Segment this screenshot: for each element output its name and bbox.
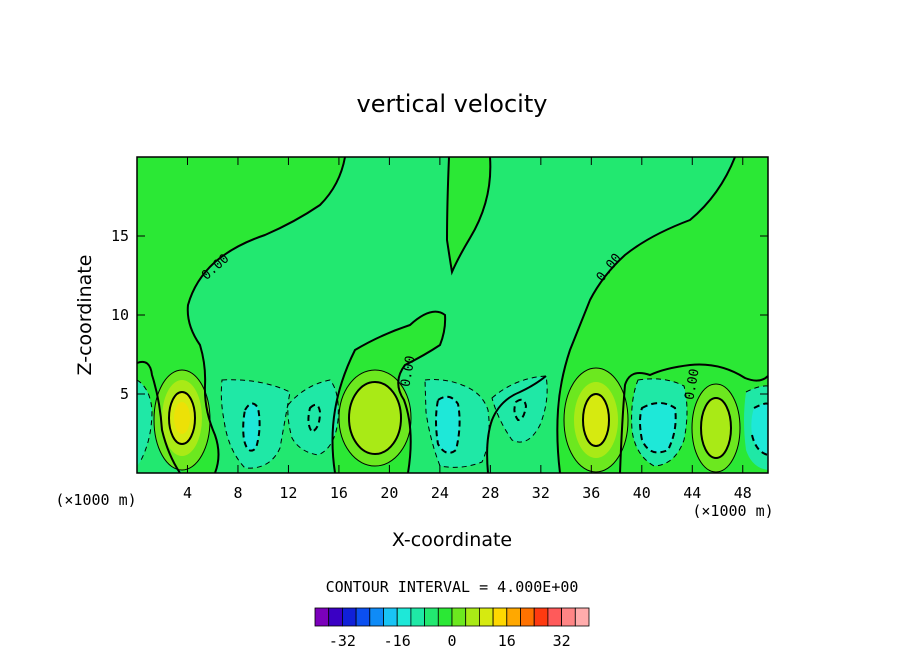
colorbar — [314, 607, 590, 627]
colorbar-swatch — [383, 607, 398, 627]
colorbar-swatch — [451, 607, 467, 627]
x-tick-label: 20 — [380, 484, 398, 502]
x-axis: 4 8 12 16 20 24 28 32 36 40 44 48 — [183, 157, 752, 502]
colorbar-swatch — [437, 607, 453, 627]
x-tick-label: 36 — [582, 484, 600, 502]
colorbar-swatch — [506, 607, 521, 627]
x-tick-label: 44 — [683, 484, 701, 502]
colorbar-swatch — [410, 607, 425, 627]
colorbar-tick-label: 32 — [553, 632, 571, 650]
y-axis: 5 10 15 — [111, 227, 768, 403]
contour-lines — [153, 367, 741, 473]
colorbar-swatch — [465, 607, 480, 627]
colorbar-swatch — [355, 607, 371, 627]
colorbar-swatch — [492, 607, 508, 627]
x-tick-label: 12 — [279, 484, 297, 502]
x-tick-label: 32 — [532, 484, 550, 502]
colorbar-tick-label: 16 — [498, 632, 516, 650]
colorbar-swatch — [478, 607, 494, 627]
x-tick-label: 28 — [481, 484, 499, 502]
plot-area: 0.00 0.00 0.00 0.00 — [136, 156, 769, 474]
negative-contour-lines — [136, 375, 769, 469]
contour-interval-text: CONTOUR INTERVAL = 4.000E+00 — [326, 578, 579, 596]
field-positive-region — [447, 157, 491, 272]
x-tick-label: 48 — [734, 484, 752, 502]
colorbar-tick-label: -32 — [329, 632, 356, 650]
colorbar-tick-label: -16 — [384, 632, 411, 650]
colorbar-swatch — [547, 607, 563, 627]
x-tick-label: 16 — [330, 484, 348, 502]
x-tick-label: 8 — [233, 484, 242, 502]
contour-label: 0.00 — [398, 355, 418, 388]
colorbar-swatch — [574, 607, 590, 627]
strong-negative-contour-lines — [242, 395, 769, 456]
colorbar-swatch — [520, 607, 535, 627]
y-tick-label: 15 — [111, 227, 129, 245]
colorbar-swatch — [533, 607, 549, 627]
colorbar-labels: -32 -16 0 16 32 — [329, 632, 571, 650]
y-tick-label: 5 — [120, 385, 129, 403]
field-strong-negative-regions — [243, 396, 768, 455]
chart-title: vertical velocity — [357, 90, 548, 118]
y-tick-label: 10 — [111, 306, 129, 324]
colorbar-swatch — [369, 607, 384, 627]
x-axis-title: X-coordinate — [392, 529, 512, 551]
y-axis-title: Z-coordinate — [74, 255, 96, 376]
colorbar-swatch — [328, 607, 343, 627]
x-tick-label: 40 — [633, 484, 651, 502]
colorbar-swatch — [396, 607, 412, 627]
colorbar-tick-label: 0 — [447, 632, 456, 650]
colorbar-swatch — [561, 607, 576, 627]
x-tick-label: 24 — [431, 484, 449, 502]
y-unit-label: (×1000 m) — [692, 502, 773, 520]
x-tick-label: 4 — [183, 484, 192, 502]
colorbar-swatch — [424, 607, 439, 627]
colorbar-swatch — [314, 607, 330, 627]
x-unit-label: (×1000 m) — [55, 491, 136, 509]
colorbar-swatch — [341, 607, 357, 627]
contour-label: 0.00 — [682, 368, 702, 401]
